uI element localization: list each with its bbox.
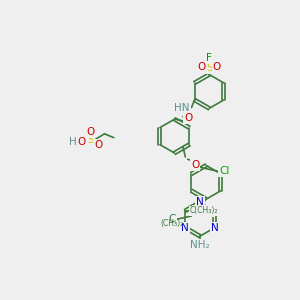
Text: Cl: Cl [219,166,230,176]
Text: O: O [184,113,193,123]
Text: S: S [206,63,212,73]
Text: C(CH₃)₂: C(CH₃)₂ [190,206,218,215]
Text: O: O [213,62,221,72]
Text: N: N [211,223,218,233]
Text: N: N [182,223,189,233]
Text: O: O [77,137,86,147]
Text: C: C [169,214,176,224]
Text: N: N [196,197,204,207]
Text: NH₂: NH₂ [193,206,213,216]
Text: O: O [191,160,200,170]
Text: O: O [197,62,206,72]
Text: F: F [206,53,212,63]
Text: O: O [86,127,95,137]
Text: H: H [69,137,77,147]
Text: NH₂: NH₂ [190,240,210,250]
Text: S: S [87,135,94,145]
Text: O: O [94,140,102,150]
Text: (CH₃)₂: (CH₃)₂ [160,219,184,228]
Text: HN: HN [174,103,190,112]
